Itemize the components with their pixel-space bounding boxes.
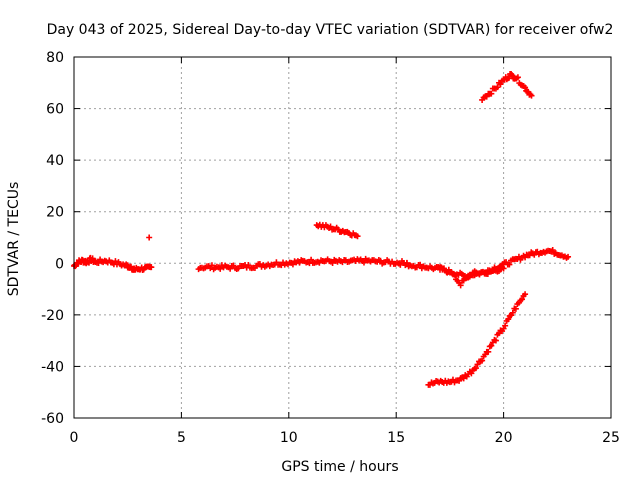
y-tick-label: 0 [55,256,64,272]
data-point [360,259,367,266]
chart-title: Day 043 of 2025, Sidereal Day-to-day VTE… [47,22,614,38]
data-point [217,265,224,272]
x-tick-label: 0 [70,430,79,446]
data-point [489,267,496,274]
data-point [497,81,504,88]
data-point [327,223,334,230]
y-tick-label: 60 [46,102,64,118]
data-point [505,316,512,323]
data-point [308,256,315,263]
data-point [479,357,486,364]
data-point [329,259,336,266]
data-point [95,259,102,266]
data-point [549,247,556,254]
x-tick-label: 20 [495,430,513,446]
y-tick-label: 40 [46,153,64,169]
data-point [512,305,519,312]
data-points [71,70,572,388]
y-tick-label: -40 [41,359,64,375]
axis-ticks: 0 5 10 15 20 25 -60 -40 -20 0 20 40 60 80 [41,50,620,446]
x-tick-label: 25 [602,430,620,446]
data-point [488,342,495,349]
x-tick-label: 15 [387,430,405,446]
x-tick-label: 10 [280,430,298,446]
data-point [289,261,296,268]
y-tick-label: -20 [41,308,64,324]
data-point [522,291,529,298]
data-point [509,72,516,79]
plot-frame [73,56,612,419]
data-point [460,375,467,382]
y-tick-label: 20 [46,205,64,221]
data-point [208,262,215,269]
data-point [509,309,516,316]
data-point [485,348,492,355]
data-point [492,337,499,344]
data-point [417,261,424,268]
data-point [494,84,501,91]
data-point [112,258,119,265]
data-point [148,264,155,271]
data-point [502,322,509,329]
data-point [506,261,513,268]
data-point [522,84,529,91]
data-point [528,92,535,99]
x-tick-label: 5 [177,430,186,446]
y-axis-label: SDTVAR / TECUs [6,182,22,297]
data-point [468,370,475,377]
x-axis-label: GPS time / hours [281,459,398,475]
data-point [146,234,153,241]
data-point [403,259,410,266]
y-tick-label: -60 [41,411,64,427]
data-point [514,74,521,81]
data-point [472,365,479,372]
gridlines [74,57,611,418]
data-point [565,253,572,260]
y-tick-label: 80 [46,50,64,66]
data-point [457,282,464,289]
data-point [488,90,495,97]
data-point [354,233,361,240]
data-point [519,296,526,303]
